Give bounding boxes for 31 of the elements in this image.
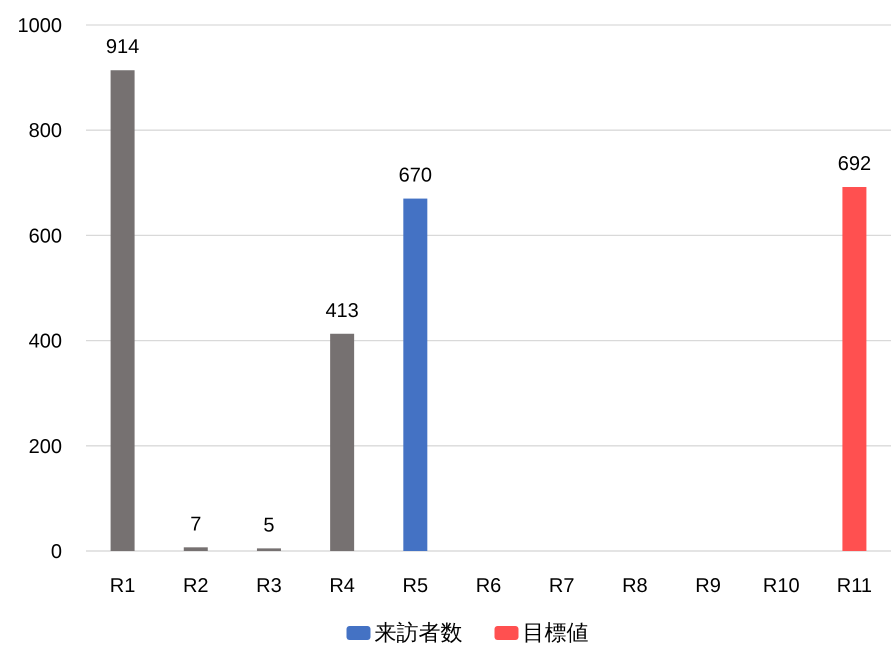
data-label: 670 [398,164,432,187]
data-label: 7 [190,513,202,536]
data-label: 914 [106,36,140,58]
x-tick-label: R2 [182,575,209,597]
x-tick-label: R1 [110,575,136,597]
x-tick-label: R4 [329,575,355,597]
x-tick-label: R6 [476,575,502,597]
legend-label: 目標値 [522,620,588,645]
x-tick-label: R9 [695,575,721,597]
x-tick-label: R7 [548,575,574,597]
x-tick-label: R8 [622,575,648,597]
y-tick-label: 600 [28,225,62,248]
bar [256,548,281,551]
y-tick-label: 400 [28,330,62,353]
bar [842,187,866,551]
y-tick-label: 800 [28,120,62,142]
data-label: 692 [838,153,872,176]
x-tick-label: R3 [256,575,282,597]
data-label: 5 [263,514,275,536]
data-label: 413 [325,300,359,322]
bar [403,198,428,551]
y-tick-label: 200 [28,436,62,458]
bar [184,547,208,551]
x-tick-label: R5 [402,575,428,597]
x-tick-label: R10 [762,575,800,597]
bar [330,334,354,551]
bar [110,70,135,551]
y-tick-label: 1000 [18,15,62,37]
x-tick-label: R11 [836,575,872,597]
y-tick-label: 0 [50,541,62,563]
legend-label: 来訪者数 [374,620,462,645]
